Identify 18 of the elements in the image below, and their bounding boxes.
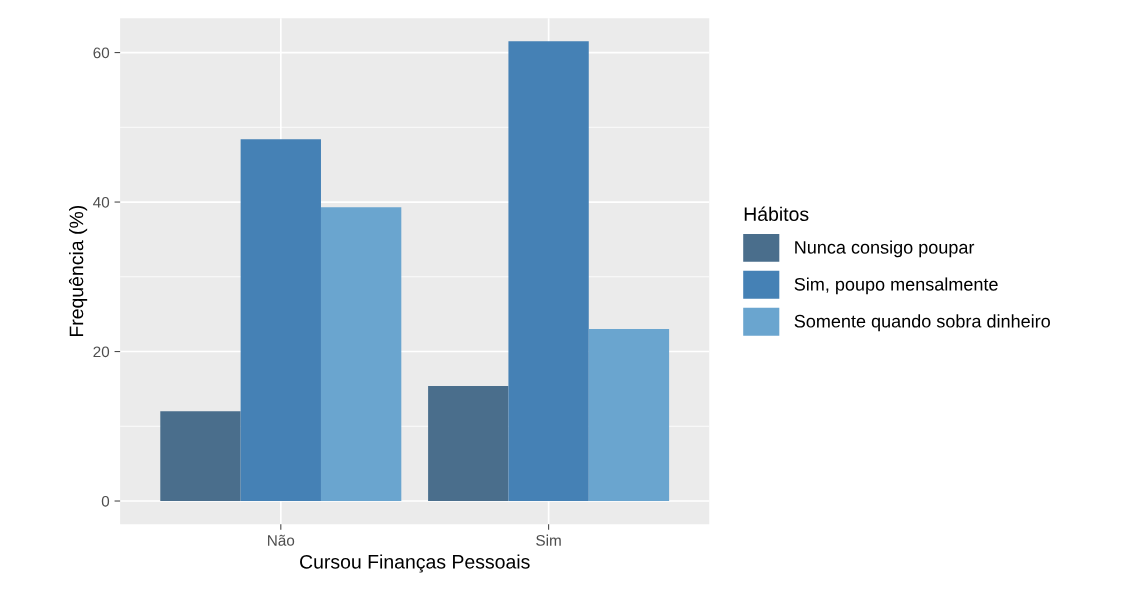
- legend-label: Nunca consigo poupar: [795, 240, 975, 258]
- bar: [428, 385, 509, 502]
- bar: [240, 139, 321, 502]
- y-tick-label: 60: [93, 47, 110, 59]
- x-axis-title: Cursou Finanças Pessoais: [300, 554, 530, 573]
- bar: [320, 207, 402, 502]
- legend-label: Sim, poupo mensalmente: [794, 277, 998, 295]
- y-tick-label: 20: [93, 346, 110, 358]
- legend-label: Somente quando sobra dinheiro: [794, 314, 1050, 332]
- y-axis-title: Frequência (%): [68, 205, 88, 337]
- bar: [508, 41, 589, 502]
- y-tick-label: 40: [93, 196, 110, 208]
- x-tick-label: Sim: [536, 534, 561, 546]
- legend-title: Hábitos: [744, 206, 809, 222]
- y-tick-label: 0: [101, 495, 110, 507]
- bar: [588, 329, 670, 502]
- bar: [160, 411, 241, 502]
- x-tick-label: Não: [268, 534, 295, 546]
